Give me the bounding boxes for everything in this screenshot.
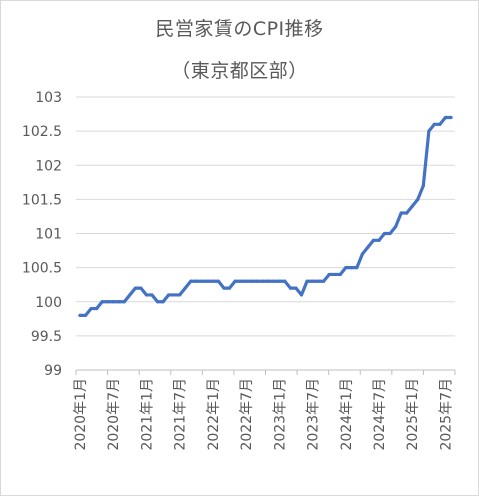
x-tick-label: 2023年1月 <box>272 378 288 451</box>
data-point <box>183 286 187 290</box>
data-point <box>122 300 126 304</box>
data-point <box>410 204 414 208</box>
y-tick-label: 100 <box>35 295 62 311</box>
y-tick-label: 102 <box>35 158 62 174</box>
data-point <box>349 266 353 270</box>
data-point <box>194 279 198 283</box>
data-point <box>432 122 436 126</box>
series-line <box>78 115 453 317</box>
x-tick-label: 2021年7月 <box>173 378 189 451</box>
data-point <box>283 279 287 283</box>
data-point <box>266 279 270 283</box>
data-point <box>144 293 149 297</box>
data-point <box>133 286 137 290</box>
x-tick-label: 2020年7月 <box>106 378 122 451</box>
data-point <box>211 279 215 283</box>
data-point <box>161 300 165 304</box>
data-point <box>172 293 176 297</box>
data-point <box>360 252 364 256</box>
y-tick-label: 99.5 <box>31 329 62 345</box>
data-point <box>305 279 309 283</box>
y-tick-label: 101.5 <box>22 192 62 208</box>
data-point <box>288 286 293 290</box>
data-point <box>233 279 237 283</box>
data-point <box>111 300 115 304</box>
data-point <box>327 272 331 277</box>
data-point <box>277 279 281 283</box>
data-point <box>222 286 226 290</box>
data-point <box>189 279 193 283</box>
x-tick-label: 2025年7月 <box>438 378 454 451</box>
x-tick-label: 2020年1月 <box>73 378 89 451</box>
data-point <box>333 272 337 277</box>
data-point <box>294 286 298 290</box>
data-point <box>250 279 254 283</box>
data-point <box>427 129 431 133</box>
data-point <box>449 115 453 120</box>
data-point <box>366 245 370 249</box>
data-point <box>83 313 88 317</box>
x-tick-label: 2025年1月 <box>405 378 421 451</box>
x-axis <box>75 369 456 375</box>
data-point <box>227 286 232 290</box>
data-point <box>255 279 259 283</box>
y-tick-label: 103 <box>35 90 62 106</box>
data-point <box>139 286 143 290</box>
data-point <box>78 313 82 317</box>
data-point <box>100 300 104 304</box>
data-point <box>371 238 376 242</box>
data-point <box>261 279 265 283</box>
data-point <box>299 293 304 297</box>
x-tick-label: 2022年7月 <box>239 378 255 451</box>
data-point <box>216 279 221 283</box>
data-point <box>399 211 403 215</box>
data-point <box>89 306 93 311</box>
data-point <box>377 238 381 242</box>
data-point <box>272 279 276 283</box>
data-point <box>443 115 448 120</box>
data-point <box>344 266 348 270</box>
data-point <box>128 293 132 297</box>
data-point <box>205 279 209 283</box>
series-group <box>78 115 453 317</box>
chart-title: 民営家賃のCPI推移 <box>155 18 324 40</box>
data-point <box>167 293 171 297</box>
data-point <box>238 279 243 283</box>
data-point <box>421 184 425 188</box>
data-point <box>405 211 409 215</box>
data-point <box>388 231 392 236</box>
data-point <box>416 197 420 201</box>
y-tick-label: 99 <box>44 363 62 379</box>
data-point <box>155 300 160 304</box>
x-tick-label: 2023年7月 <box>306 378 322 451</box>
y-tick-label: 100.5 <box>22 261 62 277</box>
data-point <box>117 300 121 304</box>
data-point <box>244 279 248 283</box>
x-axis-ticks: 2020年1月 2020年7月 2021年1月 2021年7月 2022年1月 2022年… <box>73 378 454 451</box>
data-point <box>178 293 182 297</box>
data-point <box>95 306 99 311</box>
data-point <box>316 279 320 283</box>
x-tick-label: 2022年1月 <box>206 378 222 451</box>
data-point <box>382 231 387 236</box>
x-tick-label: 2024年1月 <box>339 378 355 451</box>
data-point <box>200 279 204 283</box>
data-point <box>150 293 154 297</box>
data-point <box>394 225 398 229</box>
y-tick-label: 101 <box>35 227 62 243</box>
y-axis-ticks: 103 102.5 102 101.5 101 100.5 100 99.5 99 <box>22 90 62 379</box>
chart-subtitle: （東京都区部） <box>171 60 308 82</box>
data-point <box>322 279 326 283</box>
data-point <box>310 279 315 283</box>
data-point <box>338 272 342 277</box>
data-point <box>355 266 359 270</box>
data-point <box>438 122 442 126</box>
x-tick-label: 2024年7月 <box>372 378 388 451</box>
y-tick-label: 102.5 <box>22 124 62 140</box>
x-tick-label: 2021年1月 <box>139 378 155 451</box>
data-point <box>106 300 110 304</box>
